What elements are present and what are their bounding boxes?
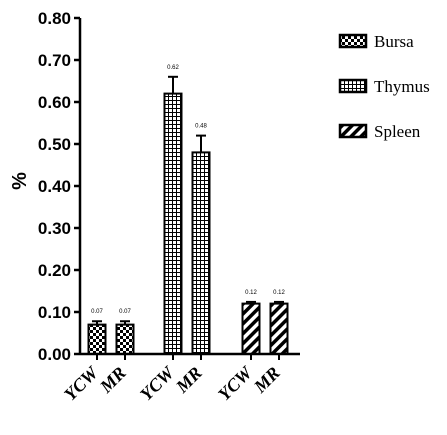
y-axis: 0.00 0.10 0.20 0.30 0.40 0.50 0.60 0.70 0.80 bbox=[38, 9, 82, 364]
bar-group: 0.62 bbox=[163, 65, 183, 355]
legend-label: Bursa bbox=[374, 32, 414, 51]
data-label: 0.07 bbox=[91, 309, 103, 315]
legend-label: Spleen bbox=[374, 122, 421, 141]
legend-swatch bbox=[338, 33, 368, 49]
y-tick-label: 0.30 bbox=[38, 219, 71, 238]
y-tick-label: 0.80 bbox=[38, 9, 71, 28]
bar-group: 0.07 bbox=[87, 309, 107, 356]
bars: 0.07 0.07 0.62 0.48 0.12 0.12 bbox=[87, 65, 289, 356]
bar-bursa bbox=[115, 323, 135, 356]
y-tick-label: 0.50 bbox=[38, 135, 71, 154]
bar-group: 0.12 bbox=[241, 290, 261, 356]
data-label: 0.12 bbox=[245, 290, 257, 296]
y-tick-label: 0.00 bbox=[38, 345, 71, 364]
bar-thymus bbox=[191, 151, 211, 355]
legend-label: Thymus bbox=[374, 77, 430, 96]
data-label: 0.07 bbox=[119, 309, 131, 315]
legend-swatch bbox=[338, 123, 368, 139]
y-tick-label: 0.10 bbox=[38, 303, 71, 322]
bar-bursa bbox=[87, 323, 107, 356]
x-tick-label: MR bbox=[249, 363, 284, 398]
bar-spleen bbox=[241, 302, 261, 356]
y-tick-label: 0.40 bbox=[38, 177, 71, 196]
y-axis-label: % bbox=[9, 172, 31, 190]
bar-spleen bbox=[269, 302, 289, 356]
y-tick-label: 0.20 bbox=[38, 261, 71, 280]
bar-group: 0.12 bbox=[269, 290, 289, 356]
bar-group: 0.48 bbox=[191, 124, 211, 355]
legend: Bursa Thymus Spleen bbox=[338, 32, 430, 141]
x-tick-label: MR bbox=[171, 363, 206, 398]
bar-group: 0.07 bbox=[115, 309, 135, 356]
legend-item-thymus: Thymus bbox=[338, 77, 430, 96]
data-label: 0.62 bbox=[167, 65, 179, 71]
y-tick-label: 0.70 bbox=[38, 51, 71, 70]
data-label: 0.48 bbox=[195, 124, 207, 130]
x-tick-label: MR bbox=[95, 363, 130, 398]
legend-item-bursa: Bursa bbox=[338, 32, 414, 51]
legend-swatch bbox=[338, 78, 368, 94]
y-tick-label: 0.60 bbox=[38, 93, 71, 112]
legend-item-spleen: Spleen bbox=[338, 122, 421, 141]
data-label: 0.12 bbox=[273, 290, 285, 296]
bar-thymus bbox=[163, 92, 183, 355]
